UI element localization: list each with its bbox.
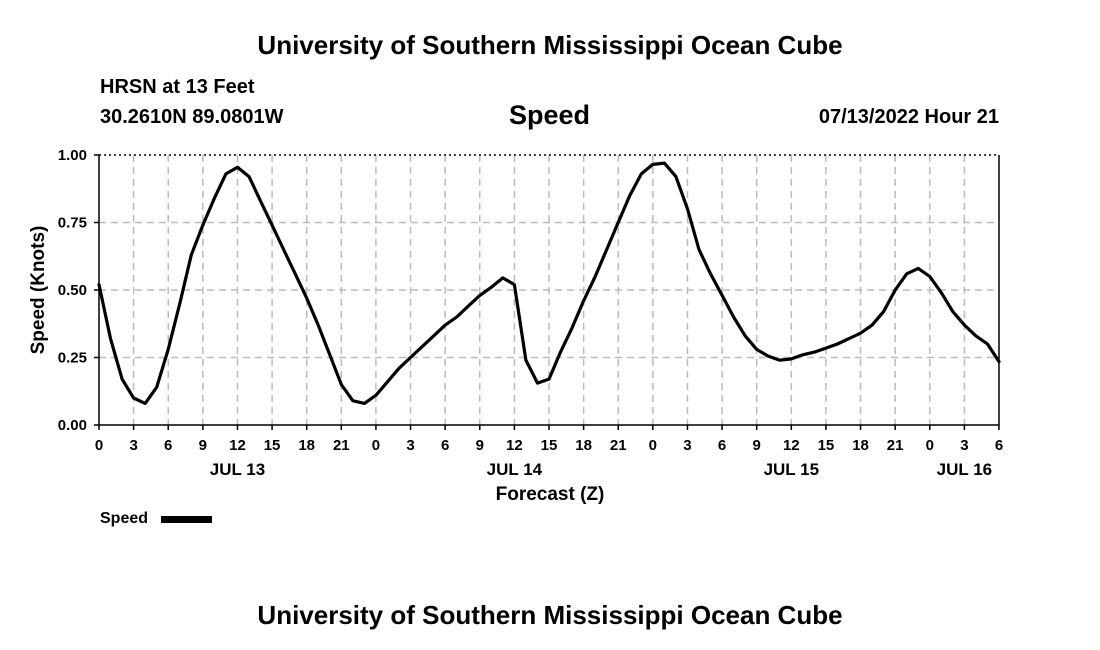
x-tick-label: 15 (541, 437, 558, 454)
datetime-label: 07/13/2022 Hour 21 (818, 106, 999, 128)
x-tick-label: 12 (229, 437, 246, 454)
legend-line-swatch (161, 516, 212, 523)
x-tick-label: 21 (887, 437, 904, 454)
x-tick-label: 0 (95, 437, 103, 454)
x-tick-label: 9 (199, 437, 207, 454)
x-tick-label: 0 (649, 437, 657, 454)
x-tick-label: 21 (610, 437, 627, 454)
y-axis-title: Speed (Knots) (28, 226, 49, 355)
date-label: JUL 13 (210, 460, 265, 479)
speed-chart: 0 3 6 9 12 15 18 21 0 3 6 9 12 15 18 21 0 3 6 9 12 15 18 21 0 3 6J… (28, 147, 1003, 505)
x-tick-label: 0 (926, 437, 934, 454)
footer-title: University of Southern Mississippi Ocean… (257, 600, 843, 630)
x-tick-label: 18 (575, 437, 592, 454)
axes (94, 154, 1000, 430)
x-tick-label: 21 (333, 437, 350, 454)
x-tick-label: 9 (476, 437, 484, 454)
x-tick-label: 0 (372, 437, 380, 454)
x-tick-label: 12 (506, 437, 523, 454)
y-tick-label: 0.75 (58, 215, 87, 232)
date-label: JUL 15 (764, 460, 819, 479)
tick-labels: 0 3 6 9 12 15 18 21 0 3 6 9 12 15 18 21 0 3 6 9 12 15 18 21 0 3 6J… (58, 147, 1003, 479)
x-tick-label: 6 (718, 437, 726, 454)
date-label: JUL 14 (487, 460, 543, 479)
speed-series-line (97, 161, 1001, 405)
x-tick-label: 12 (783, 437, 800, 454)
x-tick-label: 15 (818, 437, 835, 454)
legend-label: Speed (100, 510, 149, 527)
y-tick-label: 0.50 (58, 282, 87, 299)
x-tick-label: 3 (406, 437, 414, 454)
legend: Speed (100, 510, 148, 528)
x-tick-label: 3 (960, 437, 968, 454)
x-tick-label: 3 (129, 437, 137, 454)
coordinates-label: 30.2610N 89.0801W (100, 106, 284, 128)
x-axis-title: Forecast (Z) (496, 484, 605, 505)
date-label: JUL 16 (937, 460, 992, 479)
y-tick-label: 0.25 (58, 350, 87, 367)
page-title: University of Southern Mississippi Ocean… (257, 30, 843, 60)
x-tick-label: 9 (753, 437, 761, 454)
station-label: HRSN at 13 Feet (100, 76, 255, 98)
x-tick-label: 15 (264, 437, 281, 454)
x-tick-label: 18 (298, 437, 315, 454)
y-tick-label: 1.00 (58, 147, 87, 164)
y-tick-label: 0.00 (58, 417, 87, 434)
x-tick-label: 18 (852, 437, 869, 454)
series-layer (97, 161, 1001, 405)
grid-lines (99, 155, 999, 425)
x-tick-label: 6 (995, 437, 1003, 454)
x-tick-label: 6 (441, 437, 449, 454)
chart-title: Speed (509, 100, 591, 130)
x-tick-label: 6 (164, 437, 172, 454)
x-tick-label: 3 (683, 437, 691, 454)
